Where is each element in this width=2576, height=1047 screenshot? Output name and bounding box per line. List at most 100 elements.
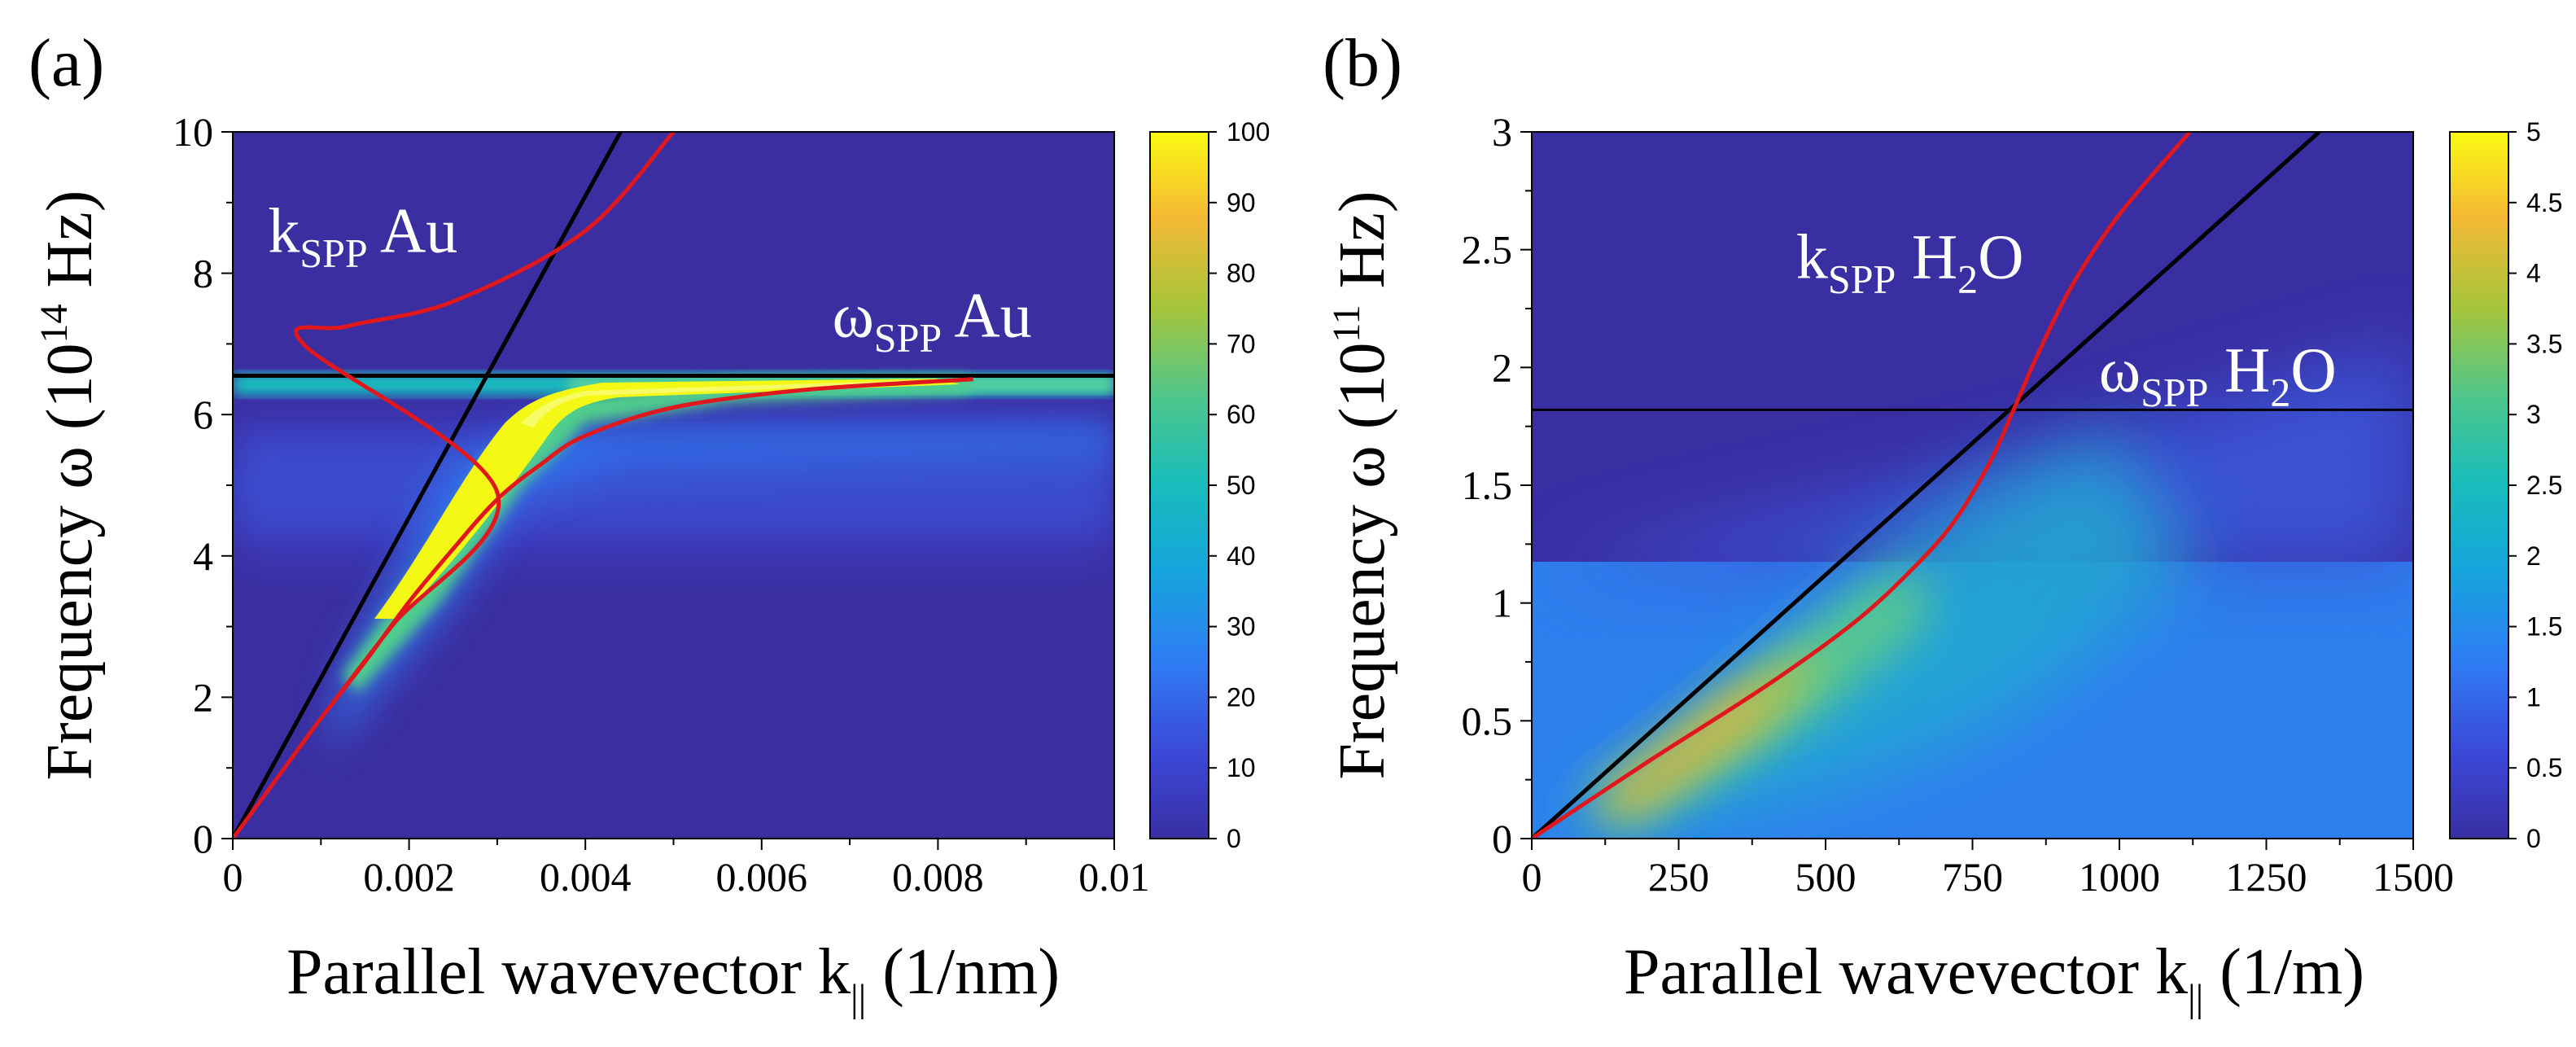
panel-b-xlabel: Parallel wavevector k|| (1/m) — [1624, 936, 2364, 1020]
annotation-wspp-h2o: ωSPP H2O — [2099, 334, 2337, 414]
colorbar-tick-label: 90 — [1227, 188, 1256, 217]
y-tick-label: 10 — [173, 109, 213, 155]
colorbar-tick-label: 2 — [2526, 541, 2541, 571]
annotation-kspp-h2o-main: k — [1796, 221, 1828, 291]
panel-a-xlabel: Parallel wavevector k|| (1/nm) — [286, 936, 1060, 1020]
panel-b-y-axis: 0 0.5 1 1.5 2 2.5 3 — [1462, 109, 1532, 861]
colorbar-tick-label: 1 — [2526, 682, 2541, 712]
panel-b-label: (b) — [1323, 25, 1402, 101]
annotation-kspp-au-main: k — [268, 195, 300, 266]
panel-b-light-line — [1532, 132, 2321, 839]
panel-a-x-axis: 0 0.002 0.004 0.006 0.008 0.01 — [223, 839, 1150, 900]
colorbar-tick-label: 50 — [1227, 471, 1256, 500]
panel-b-heatmap — [1532, 132, 2413, 839]
panel-a-ylabel-sup: 14 — [33, 304, 76, 343]
colorbar-tick-label: 2.5 — [2526, 471, 2562, 500]
annotation-wspp-au-sub: SPP — [874, 315, 942, 361]
panel-b-colorbar: 0 0.5 1 1.5 2 2.5 3 3.5 4 4.5 5 — [2449, 117, 2562, 853]
annotation-wspp-h2o-sub: SPP — [2141, 369, 2208, 414]
panel-a-label: (a) — [28, 25, 104, 101]
panel-a-heatmap — [233, 132, 1114, 839]
annotation-wspp-au-main: ω — [832, 280, 873, 351]
y-tick-label: 2 — [193, 674, 213, 720]
x-tick-label: 0.008 — [892, 854, 984, 900]
y-tick-label: 1 — [1492, 580, 1512, 626]
y-tick-label: 6 — [193, 392, 213, 437]
annotation-kspp-au-sub: SPP — [300, 230, 367, 276]
x-tick-label: 0.004 — [540, 854, 632, 900]
x-tick-label: 750 — [1942, 854, 2003, 900]
y-tick-label: 2 — [1492, 344, 1512, 390]
panel-b-ylabel: Frequency ω (1011 Hz) — [1325, 191, 1398, 779]
panel-b-xlabel-sub: || — [2188, 977, 2203, 1020]
panel-b-xlabel-unit: (1/m) — [2203, 936, 2364, 1008]
panel-a-xlabel-main: Parallel wavevector k — [286, 936, 851, 1008]
y-tick-label: 8 — [193, 251, 213, 296]
panel-b-lines — [1532, 132, 2413, 839]
panel-a-xlabel-unit: (1/nm) — [866, 936, 1060, 1008]
panel-b-x-axis: 0 250 500 750 1000 1250 1500 — [1522, 839, 2454, 900]
x-tick-label: 0.01 — [1078, 854, 1150, 900]
y-tick-label: 1.5 — [1462, 462, 1513, 508]
panel-a: (a) kSPP Au ωSPP Au 0 0.002 0.004 0.006 0.00… — [28, 25, 1270, 1020]
colorbar-tick-label: 0.5 — [2526, 753, 2562, 782]
annotation-wspp-h2o-main: ω — [2099, 334, 2141, 405]
panel-a-spp-dispersion — [233, 132, 973, 839]
annotation-kspp-h2o-rest: H — [1896, 221, 1957, 291]
annotation-wspp-h2o-rest2: O — [2290, 334, 2336, 405]
panel-a-annotations: kSPP Au ωSPP Au — [268, 195, 1031, 361]
x-tick-label: 0 — [223, 854, 243, 900]
panel-b-ylabel-sup: 11 — [1325, 304, 1368, 342]
colorbar-tick-label: 0 — [1227, 824, 1241, 853]
panel-a-ylabel: Frequency ω (1014 Hz) — [33, 191, 106, 781]
annotation-wspp-h2o-rest: H — [2209, 334, 2271, 405]
panel-b-ylabel-main: Frequency ω (10 — [1327, 343, 1398, 780]
colorbar-tick-label: 30 — [1227, 612, 1256, 642]
panel-a-ylabel-unit: Hz) — [34, 191, 106, 304]
x-tick-label: 0.006 — [716, 854, 808, 900]
colorbar-tick-label: 10 — [1227, 753, 1256, 782]
panel-b-ylabel-unit: Hz) — [1327, 191, 1398, 304]
colorbar-tick-label: 3 — [2526, 400, 2541, 429]
x-tick-label: 1250 — [2226, 854, 2307, 900]
annotation-kspp-h2o-rest2: O — [1978, 221, 2023, 291]
annotation-wspp-au-rest: Au — [942, 280, 1032, 351]
panel-a-xlabel-sub: || — [851, 977, 866, 1020]
colorbar-tick-label: 20 — [1227, 682, 1256, 712]
annotation-kspp-h2o: kSPP H2O — [1796, 221, 2024, 301]
annotation-kspp-h2o-sub2: 2 — [1957, 256, 1978, 301]
colorbar-tick-label: 1.5 — [2526, 612, 2562, 642]
colorbar-tick-label: 40 — [1227, 541, 1256, 571]
annotation-kspp-h2o-sub: SPP — [1828, 256, 1896, 301]
colorbar-tick-label: 60 — [1227, 400, 1256, 429]
annotation-kspp-au: kSPP Au — [268, 195, 457, 276]
colorbar-tick-label: 0 — [2526, 824, 2541, 853]
y-tick-label: 4 — [193, 533, 213, 579]
colorbar-tick-label: 100 — [1227, 117, 1270, 147]
colorbar-tick-label: 70 — [1227, 329, 1256, 358]
x-tick-label: 250 — [1648, 854, 1709, 900]
panel-a-ylabel-main: Frequency ω (10 — [34, 343, 106, 780]
annotation-kspp-au-rest: Au — [368, 195, 458, 266]
x-tick-label: 0 — [1522, 854, 1542, 900]
y-tick-label: 0 — [193, 816, 213, 861]
x-tick-label: 1500 — [2373, 854, 2454, 900]
colorbar-tick-label: 4 — [2526, 259, 2541, 288]
x-tick-label: 0.002 — [363, 854, 455, 900]
annotation-wspp-au: ωSPP Au — [832, 280, 1031, 361]
panel-a-colorbar: 0 10 20 30 40 50 60 70 80 90 100 — [1149, 117, 1270, 853]
colorbar-tick-label: 3.5 — [2526, 329, 2562, 358]
panel-a-lines — [233, 132, 1114, 839]
colorbar-tick-label: 4.5 — [2526, 188, 2562, 217]
panel-b-spp-dispersion — [1532, 132, 2192, 839]
panel-b-xlabel-main: Parallel wavevector k — [1624, 936, 2188, 1008]
x-tick-label: 1000 — [2079, 854, 2160, 900]
y-tick-label: 2.5 — [1462, 227, 1513, 273]
x-tick-label: 500 — [1795, 854, 1857, 900]
y-tick-label: 0.5 — [1462, 698, 1513, 743]
y-tick-label: 3 — [1492, 109, 1512, 155]
panel-a-y-axis: 0 2 4 6 8 10 — [173, 109, 233, 861]
panel-b: (b) kSPP H2O ωSPP H2O 0 250 500 750 1000 1250… — [1323, 25, 2562, 1020]
y-tick-label: 0 — [1492, 816, 1512, 861]
